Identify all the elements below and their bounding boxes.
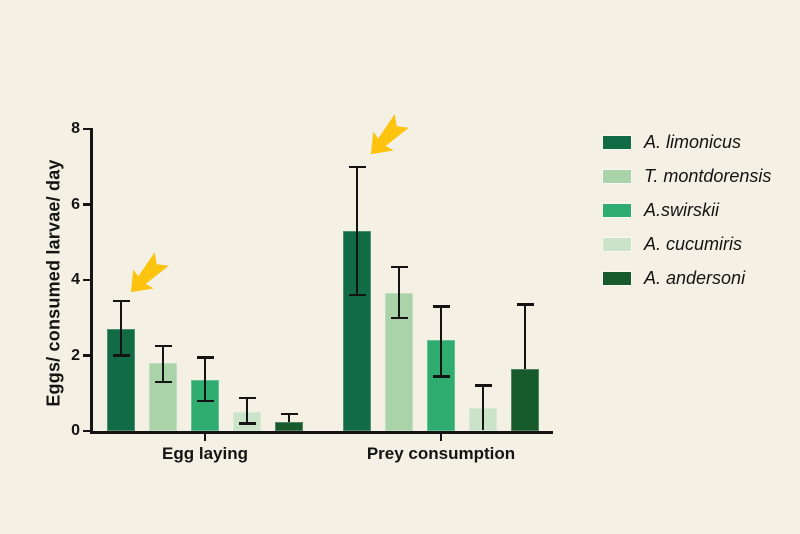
highlight-arrow-icon bbox=[118, 246, 175, 305]
legend-item-a-andersoni: A. andersoni bbox=[603, 268, 746, 289]
error-cap-bottom bbox=[154, 380, 172, 384]
error-cap-top bbox=[280, 412, 298, 416]
error-cap-top bbox=[238, 396, 256, 400]
error-cap-bottom bbox=[432, 375, 450, 378]
y-tick-mark bbox=[83, 354, 90, 357]
error-cap-bottom bbox=[196, 399, 214, 403]
legend-label: A.swirskii bbox=[644, 199, 719, 220]
y-tick-mark bbox=[83, 203, 90, 206]
x-category-label-prey-consumption: Prey consumption bbox=[366, 444, 516, 463]
x-axis-line bbox=[90, 431, 553, 434]
error-bar-a-limonicus-prey-consumption bbox=[355, 166, 359, 296]
legend-swatch bbox=[603, 135, 631, 149]
x-category-label-egg-laying: Egg laying bbox=[162, 444, 248, 463]
error-bar-a-cucumiris-prey-consumption bbox=[481, 385, 485, 431]
y-tick-mark bbox=[83, 429, 90, 433]
error-bar-a-andersoni-egg-laying bbox=[287, 414, 291, 422]
legend-swatch bbox=[603, 238, 631, 252]
error-cap-top bbox=[432, 305, 450, 308]
error-bar-a-swirskii-egg-laying bbox=[203, 357, 207, 401]
error-cap-top bbox=[390, 265, 408, 269]
y-tick-label: 0 bbox=[71, 422, 80, 439]
error-cap-top bbox=[154, 344, 172, 348]
bar-a-andersoni-prey-consumption bbox=[511, 368, 539, 431]
legend-label: A. andersoni bbox=[644, 268, 746, 289]
legend-item-a-limonicus: A. limonicus bbox=[603, 132, 741, 152]
error-cap-top bbox=[474, 384, 492, 387]
error-bar-t-montdorensis-prey-consumption bbox=[397, 266, 401, 318]
y-tick-label: 2 bbox=[71, 346, 80, 364]
error-bar-a-limonicus-egg-laying bbox=[119, 300, 123, 356]
error-bar-a-cucumiris-egg-laying bbox=[245, 398, 249, 424]
legend-swatch bbox=[603, 203, 631, 217]
highlight-arrow-icon bbox=[358, 108, 415, 167]
error-cap-bottom bbox=[112, 354, 130, 357]
y-tick-mark bbox=[83, 278, 90, 282]
y-tick-label: 8 bbox=[71, 120, 80, 137]
legend-item-a-swirskii: A.swirskii bbox=[603, 200, 719, 220]
error-cap-top bbox=[196, 356, 214, 359]
legend-swatch bbox=[603, 169, 631, 183]
legend-swatch bbox=[603, 272, 631, 286]
error-cap-top bbox=[516, 303, 534, 306]
legend-label: A. cucumiris bbox=[644, 234, 743, 255]
legend-label: T. montdorensis bbox=[644, 165, 772, 186]
y-tick-mark bbox=[83, 127, 90, 131]
error-cap-top bbox=[348, 165, 366, 168]
y-tick-label: 6 bbox=[71, 195, 80, 213]
error-cap-bottom bbox=[348, 293, 366, 297]
error-bar-t-montdorensis-egg-laying bbox=[161, 346, 165, 382]
error-cap-bottom bbox=[390, 316, 408, 319]
y-axis-line bbox=[90, 128, 93, 434]
legend-label: A. limonicus bbox=[644, 131, 742, 152]
error-cap-bottom bbox=[238, 422, 256, 425]
x-tick-mark bbox=[439, 434, 443, 441]
error-bar-a-andersoni-prey-consumption bbox=[523, 304, 527, 369]
legend-item-a-cucumiris: A. cucumiris bbox=[603, 234, 743, 255]
error-cap-top bbox=[112, 299, 130, 302]
legend-item-t-montdorensis: T. montdorensis bbox=[603, 166, 771, 186]
y-tick-label: 4 bbox=[71, 271, 80, 288]
bar-a-andersoni-egg-laying bbox=[275, 421, 303, 431]
x-tick-mark bbox=[203, 434, 207, 441]
error-bar-a-swirskii-prey-consumption bbox=[439, 306, 443, 377]
